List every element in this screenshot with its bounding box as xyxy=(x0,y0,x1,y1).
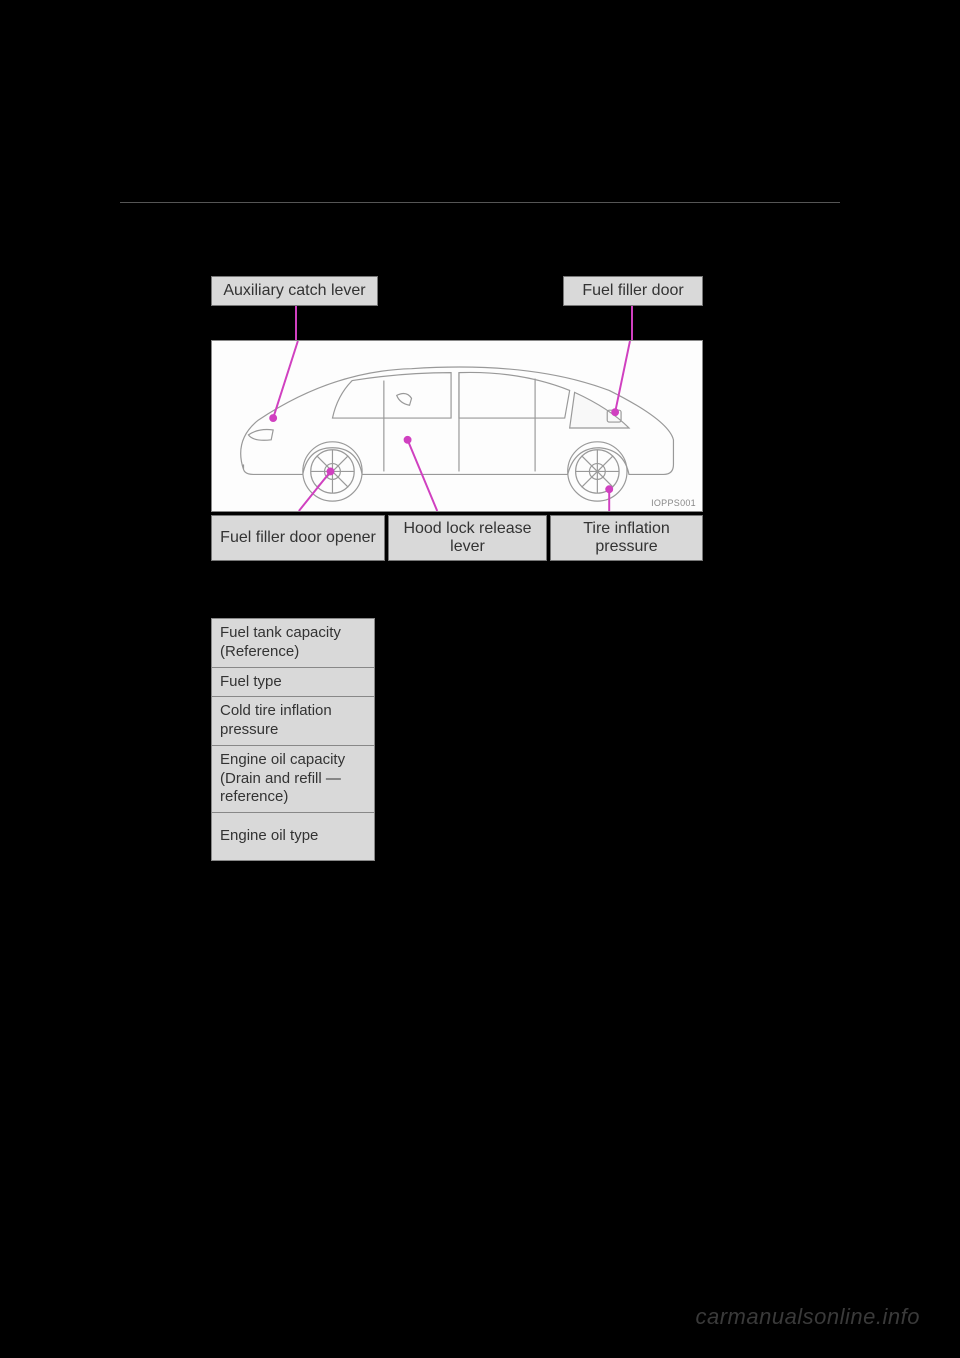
spec-label: Engine oil capacity (Drain and refill — … xyxy=(220,751,345,806)
label-fuel-filler-opener: Fuel filler door opener xyxy=(211,515,385,561)
spec-row-tire-pressure: Cold tire inflation pressure xyxy=(211,696,375,745)
header-divider xyxy=(120,202,840,203)
label-hood-lock-release: Hood lock release lever xyxy=(388,515,547,561)
label-text: Hood lock release lever xyxy=(397,520,538,556)
label-tire-inflation: Tire inflation pressure xyxy=(550,515,703,561)
watermark-text: carmanualsonline.info xyxy=(695,1304,920,1329)
spec-row-fuel-capacity: Fuel tank capacity (Reference) xyxy=(211,618,375,667)
page-root: Auxiliary catch lever Fuel filler door xyxy=(0,0,960,1358)
spec-row-fuel-type: Fuel type xyxy=(211,667,375,697)
spec-row-oil-type: Engine oil type xyxy=(211,812,375,861)
label-text: Fuel filler door xyxy=(582,282,683,300)
label-text: Auxiliary catch lever xyxy=(223,282,365,300)
label-fuel-filler-door: Fuel filler door xyxy=(563,276,703,306)
label-aux-catch-lever: Auxiliary catch lever xyxy=(211,276,378,306)
watermark: carmanualsonline.info xyxy=(695,1304,920,1330)
label-text: Tire inflation pressure xyxy=(559,520,694,556)
spec-label: Fuel type xyxy=(220,673,282,690)
spec-row-oil-capacity: Engine oil capacity (Drain and refill — … xyxy=(211,745,375,812)
car-diagram: IOPPS001 xyxy=(211,340,703,512)
spec-label: Engine oil type xyxy=(220,827,318,844)
image-code: IOPPS001 xyxy=(651,498,696,508)
car-outline-svg xyxy=(212,341,702,511)
spec-label: Cold tire inflation pressure xyxy=(220,702,332,738)
pointer-overlay xyxy=(0,0,960,1358)
spec-label: Fuel tank capacity (Reference) xyxy=(220,624,341,660)
label-text: Fuel filler door opener xyxy=(220,529,376,547)
spec-table: Fuel tank capacity (Reference) Fuel type… xyxy=(211,618,375,861)
